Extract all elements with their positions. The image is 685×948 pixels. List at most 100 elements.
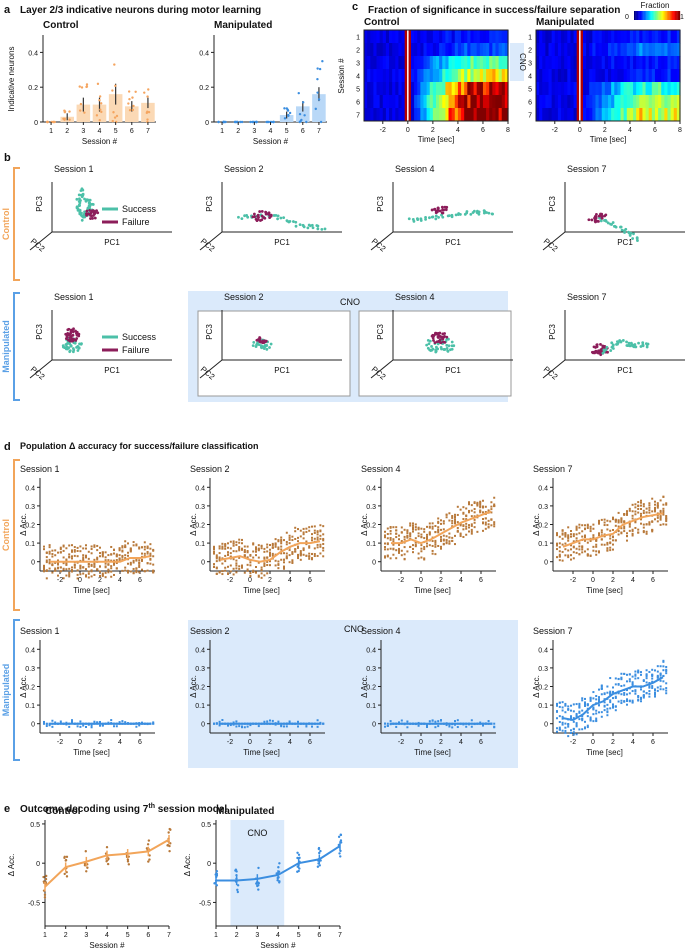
- data-point: [302, 553, 305, 556]
- trajectory-point: [77, 332, 81, 336]
- heatmap-cell: [557, 69, 562, 83]
- heatmap-cell: [629, 108, 634, 122]
- data-point: [561, 550, 564, 553]
- heatmap-cell: [398, 30, 403, 44]
- heatmap-cell: [557, 108, 562, 122]
- data-point: [93, 573, 96, 576]
- x-tick-label: 7: [317, 128, 321, 135]
- heatmap-cell: [401, 43, 406, 57]
- data-point: [101, 552, 104, 555]
- data-point: [628, 700, 631, 703]
- data-point: [222, 120, 225, 124]
- y-tick-label: 0.5: [30, 822, 40, 829]
- data-point: [218, 556, 221, 559]
- data-point: [316, 543, 319, 546]
- data-point: [218, 724, 221, 727]
- data-point: [628, 692, 631, 695]
- y-tick-label: 0.2: [199, 85, 209, 92]
- trajectory-point: [436, 342, 440, 346]
- data-point: [104, 566, 107, 569]
- data-point: [249, 724, 252, 727]
- data-point: [143, 548, 146, 551]
- data-point: [79, 545, 82, 548]
- heatmap-cell: [489, 30, 493, 44]
- data-point: [403, 557, 406, 560]
- data-point: [285, 531, 288, 534]
- data-point: [386, 722, 389, 725]
- heatmap-cell: [389, 82, 393, 96]
- trajectory-point: [430, 348, 434, 352]
- data-point: [609, 690, 612, 693]
- data-point: [288, 721, 291, 724]
- data-point: [440, 719, 442, 722]
- data-point: [147, 839, 151, 842]
- data-point: [603, 705, 606, 708]
- data-point: [305, 527, 308, 530]
- data-point: [110, 575, 113, 578]
- heatmap-cell: [636, 56, 640, 70]
- data-point: [398, 534, 400, 537]
- heatmap-cell: [573, 69, 578, 83]
- data-point: [82, 554, 85, 557]
- data-point: [428, 525, 431, 528]
- data-point: [146, 562, 149, 565]
- data-point: [434, 531, 437, 534]
- data-point: [659, 523, 662, 526]
- data-point: [322, 555, 325, 558]
- data-point: [110, 553, 113, 556]
- data-point: [642, 505, 645, 508]
- cno-band: [230, 820, 285, 926]
- heatmap-cell: [373, 95, 378, 109]
- data-point: [434, 525, 437, 528]
- data-point: [592, 534, 595, 537]
- data-point: [143, 545, 146, 548]
- colorbar-segment: [677, 11, 679, 20]
- data-point: [51, 725, 54, 728]
- data-point: [68, 544, 71, 547]
- heatmap-cell: [457, 108, 462, 122]
- heatmap-cell: [673, 82, 678, 96]
- data-point: [451, 515, 454, 518]
- data-point: [113, 116, 117, 119]
- heatmap-cell: [548, 108, 553, 122]
- data-point: [277, 546, 280, 549]
- pc2-axis: [199, 359, 223, 379]
- data-point: [581, 548, 584, 551]
- data-point: [665, 516, 668, 519]
- data-point: [48, 562, 51, 565]
- data-point: [82, 547, 85, 550]
- data-point: [65, 855, 69, 859]
- heatmap-cell: [639, 69, 644, 83]
- x-tick-label: 2: [268, 577, 272, 584]
- data-point: [313, 547, 316, 550]
- data-point: [65, 558, 68, 561]
- heatmap-cell: [464, 69, 468, 83]
- heatmap-cell: [645, 69, 650, 83]
- heatmap-cell: [504, 43, 509, 57]
- data-point: [637, 528, 640, 531]
- data-point: [570, 729, 572, 732]
- data-point: [561, 529, 564, 532]
- x-tick-label: 6: [301, 128, 305, 135]
- data-point: [317, 98, 321, 101]
- data-point: [465, 533, 468, 536]
- heatmap-cell: [395, 56, 400, 70]
- data-point: [280, 536, 283, 539]
- heatmap-cell: [570, 43, 575, 57]
- trajectory-point: [88, 198, 92, 202]
- data-point: [420, 556, 423, 559]
- x-axis-label: Session #: [260, 941, 296, 948]
- heatmap-cell: [501, 95, 506, 109]
- data-point: [437, 531, 440, 534]
- data-point: [626, 699, 628, 702]
- data-point: [79, 725, 82, 728]
- data-point: [578, 711, 581, 714]
- data-point: [440, 538, 442, 541]
- data-point: [468, 501, 470, 504]
- x-tick-label: 4: [288, 577, 292, 584]
- data-point: [80, 86, 84, 89]
- data-point: [339, 839, 343, 842]
- data-point: [490, 508, 493, 511]
- data-point: [132, 567, 135, 570]
- data-point: [291, 560, 294, 563]
